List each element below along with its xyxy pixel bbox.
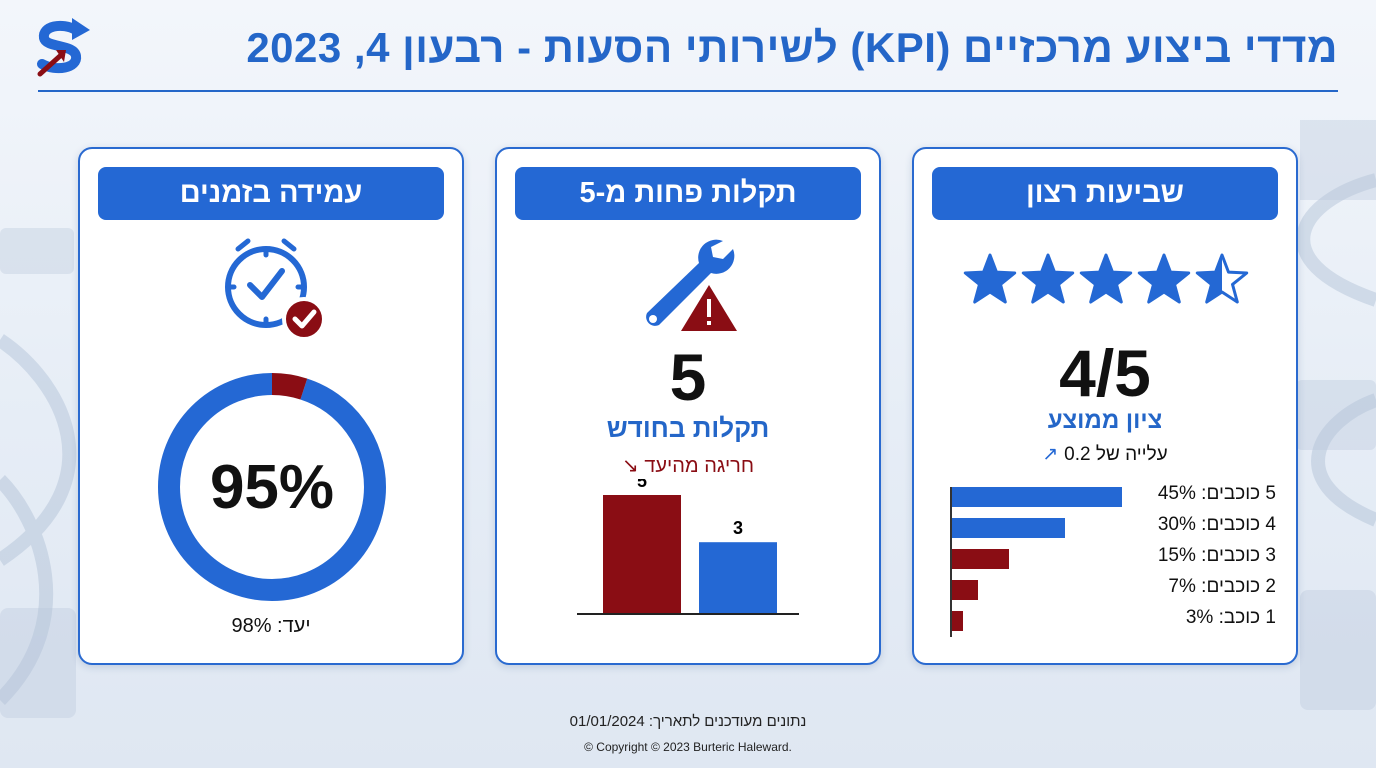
distribution-row: 4 כוכבים: 30% bbox=[946, 514, 1276, 540]
distribution-label: 4 כוכבים: 30% bbox=[1157, 514, 1276, 535]
star-icon bbox=[1021, 253, 1075, 304]
breakdowns-bar bbox=[603, 495, 681, 613]
on-time-target: יעד: 98% bbox=[231, 615, 311, 637]
distribution-row: 1 כוכב: 3% bbox=[946, 607, 1276, 633]
star-icon bbox=[963, 253, 1017, 304]
satisfaction-score: 4/5 bbox=[1059, 336, 1151, 410]
breakdowns-card: תקלות פחות מ-5 5 תקלות בחודש חריגה מהיעד… bbox=[495, 147, 881, 665]
breakdowns-exceed-text: חריגה מהיעד bbox=[644, 455, 754, 477]
wrench-warning-icon bbox=[646, 239, 737, 331]
breakdowns-bar bbox=[699, 542, 777, 613]
trend-up-icon: ↗ bbox=[1042, 444, 1059, 465]
distribution-row: 3 כוכבים: 15% bbox=[946, 545, 1276, 571]
star-icon bbox=[1079, 253, 1133, 304]
breakdowns-exceed-row: חריגה מהיעד ↘ bbox=[497, 453, 879, 478]
on-time-value: 95% bbox=[209, 452, 335, 522]
distribution-label: 3 כוכבים: 15% bbox=[1157, 545, 1276, 566]
satisfaction-label: ציון ממוצע bbox=[1047, 407, 1163, 434]
distribution-label: 5 כוכבים: 45% bbox=[1157, 483, 1276, 504]
company-logo-icon bbox=[37, 18, 90, 77]
page-title: מדדי ביצוע מרכזיים (KPI) לשירותי הסעות -… bbox=[246, 24, 1338, 71]
trend-down-icon: ↘ bbox=[622, 455, 639, 477]
distribution-row: 2 כוכבים: 7% bbox=[946, 576, 1276, 602]
breakdowns-value: 5 bbox=[669, 340, 707, 414]
distribution-bar bbox=[952, 518, 1066, 538]
on-time-donut-chart bbox=[158, 373, 386, 601]
breakdowns-bar-chart: 53 bbox=[577, 479, 799, 615]
copyright-text: © Copyright © 2023 Burteric Haleward. bbox=[584, 740, 792, 754]
breakdowns-bar-label: 3 bbox=[733, 518, 743, 538]
distribution-bar bbox=[952, 580, 979, 600]
on-time-donut-remainder-arc bbox=[158, 373, 386, 601]
distribution-bar bbox=[952, 549, 1009, 569]
on-time-card: עמידה בזמנים 95% יעד: 98% bbox=[78, 147, 464, 665]
distribution-bar bbox=[952, 487, 1122, 507]
clock-check-icon bbox=[225, 238, 326, 341]
breakdowns-label: תקלות בחודש bbox=[606, 413, 770, 443]
satisfaction-card-header: שביעות רצון bbox=[932, 167, 1278, 220]
title-divider bbox=[38, 90, 1338, 92]
distribution-axis bbox=[950, 487, 952, 637]
data-updated-text: נתונים מעודכנים לתאריך: 01/01/2024 bbox=[569, 713, 807, 730]
breakdowns-bar-label: 5 bbox=[637, 479, 647, 491]
satisfaction-rise-row: עלייה של 0.2 ↗ bbox=[914, 443, 1296, 466]
satisfaction-distribution-chart: 5 כוכבים: 45% 4 כוכבים: 30% 3 כוכבים: 15% 2… bbox=[946, 483, 1276, 643]
distribution-label: 2 כוכבים: 7% bbox=[1168, 576, 1276, 597]
distribution-row: 5 כוכבים: 45% bbox=[946, 483, 1276, 509]
star-rating bbox=[963, 253, 1249, 304]
satisfaction-rise-text: עלייה של 0.2 bbox=[1064, 443, 1168, 465]
on-time-card-header: עמידה בזמנים bbox=[98, 167, 444, 220]
satisfaction-card: שביעות רצון 4/5 ציון ממוצע עלייה של 0.2 … bbox=[912, 147, 1298, 665]
distribution-label: 1 כוכב: 3% bbox=[1185, 607, 1276, 628]
breakdowns-card-header: תקלות פחות מ-5 bbox=[515, 167, 861, 220]
star-icon bbox=[1195, 253, 1249, 304]
star-icon bbox=[1137, 253, 1191, 304]
distribution-bar bbox=[952, 611, 964, 631]
